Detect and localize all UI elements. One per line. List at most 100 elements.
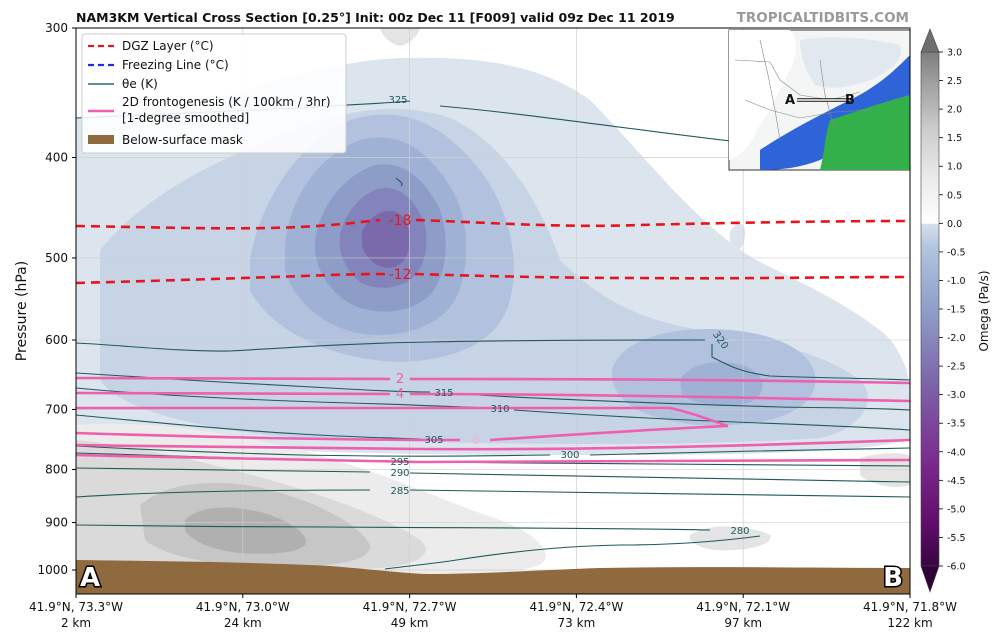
colorbar-tick-label: -5.5	[947, 533, 966, 544]
colorbar-tick-label: 1.5	[947, 133, 962, 144]
theta-e-280-line-lower	[384, 535, 761, 570]
legend-label-freezing: Freezing Line (°C)	[122, 58, 229, 72]
theta-e-label: 315	[434, 388, 453, 399]
fronto-label: 2	[396, 372, 404, 387]
theta-e-label: 280	[730, 526, 749, 537]
plot-area: 325 320 315 310 305 300 295 290 285 280 …	[75, 27, 911, 595]
chart-title: NAM3KM Vertical Cross Section [0.25°] In…	[76, 10, 675, 25]
colorbar-tick-label: 0.0	[947, 219, 962, 230]
omega-sink-3	[185, 507, 306, 554]
omega-sink-right	[860, 453, 910, 487]
inset-map-land	[729, 30, 796, 160]
inset-map-light-snow	[800, 37, 902, 88]
legend-label-frontogenesis: 2D frontogenesis (K / 100km / 3hr)	[122, 95, 331, 109]
inset-map-label-b: B	[845, 93, 855, 108]
inset-map-snow-band	[760, 55, 910, 170]
x-tick-coord: 41.9°N, 72.1°W	[696, 600, 790, 614]
endpoint-label-a: A	[80, 563, 100, 593]
legend-label-dgz: DGZ Layer (°C)	[122, 39, 214, 53]
theta-e-label: 295	[390, 457, 409, 468]
theta-e-325-line-right	[439, 105, 731, 142]
colorbar-tick-label: -0.5	[947, 247, 966, 258]
theta-e-label: 300	[560, 450, 579, 461]
fronto-4-line-lower	[76, 406, 729, 428]
colorbar-tick-label: 0.5	[947, 190, 962, 201]
y-tick-label: 400	[45, 151, 68, 165]
theta-e-315-line-right	[459, 393, 910, 411]
theta-e-label: 290	[390, 468, 409, 479]
colorbar-tick-label: -3.5	[947, 419, 966, 430]
fronto-label: 6	[472, 433, 480, 448]
fronto-4-line-upper	[76, 391, 910, 403]
legend-label-mask: Below-surface mask	[122, 133, 243, 147]
colorbar-tick-label: -3.0	[947, 390, 966, 401]
endpoint-label-b: B	[883, 563, 903, 593]
frontogenesis-contours	[76, 376, 910, 464]
colorbar-tick-label: -4.0	[947, 447, 966, 458]
colorbar-ramp	[920, 51, 940, 567]
y-tick-label: 300	[45, 21, 68, 35]
dgz-minus12-line	[75, 272, 911, 285]
dgz-minus18-line	[75, 218, 911, 230]
legend-label-theta-e: θe (K)	[122, 77, 158, 91]
dgz-label: -12	[389, 267, 412, 283]
omega-contour-6	[362, 210, 410, 268]
below-surface-mask	[76, 560, 910, 594]
y-tick-label: 1000	[37, 563, 68, 577]
y-axis-label: Pressure (hPa)	[14, 261, 30, 361]
omega-sink-lower-right	[689, 526, 771, 551]
omega-field	[76, 28, 910, 580]
inset-map: A B	[728, 29, 911, 171]
colorbar-tick-label: -1.0	[947, 276, 966, 287]
theta-e-305-line	[76, 414, 421, 440]
colorbar-tick-label: -4.5	[947, 476, 966, 487]
colorbar-tick-label: 1.0	[947, 162, 962, 173]
x-tick-distance: 24 km	[224, 616, 262, 630]
omega-contour-islet	[729, 223, 746, 252]
fronto-line-lower-2	[76, 453, 910, 464]
theta-e-320-line-right	[711, 344, 910, 381]
omega-contour-3b	[680, 362, 763, 406]
theta-e-285-line	[76, 489, 371, 498]
x-tick-distance: 49 km	[391, 616, 429, 630]
x-tick-coord: 41.9°N, 73.0°W	[196, 600, 290, 614]
theta-e-310-line-right	[513, 409, 910, 431]
x-tick-coord: 41.9°N, 72.7°W	[363, 600, 457, 614]
colorbar-label: Omega (Pa/s)	[977, 270, 991, 351]
colorbar-tick-label: 2.5	[947, 76, 962, 87]
colorbar-tick-label: -2.5	[947, 362, 966, 373]
theta-e-label: 310	[490, 404, 509, 415]
colorbar-tick-label: 3.0	[947, 48, 962, 59]
dgz-label: -18	[389, 213, 412, 229]
fronto-6-line	[76, 424, 729, 442]
frontogenesis-labels: 2 4 6	[396, 372, 480, 448]
y-tick-label: 500	[45, 251, 68, 265]
omega-sink-top	[380, 28, 420, 46]
y-tick-label: 800	[45, 463, 68, 477]
theta-e-290-line	[76, 467, 371, 473]
x-tick-coord: 41.9°N, 73.3°W	[29, 600, 123, 614]
inset-map-label-a: A	[785, 93, 795, 108]
colorbar-extend-top	[920, 28, 940, 53]
x-tick-coord: 41.9°N, 72.4°W	[529, 600, 623, 614]
dgz-labels: -18 -12	[389, 213, 412, 283]
colorbar-tick-label: 2.0	[947, 105, 962, 116]
theta-e-small-loop	[395, 177, 403, 187]
colorbar-extend-bottom	[920, 565, 940, 593]
x-tick-distance: 97 km	[724, 616, 762, 630]
colorbar-tick-label: -6.0	[947, 562, 966, 573]
fronto-line-lower-1	[76, 438, 910, 451]
y-axis: 300 400 500 600 700 800 900 1000	[37, 21, 76, 577]
colorbar: 3.0 2.5 2.0 1.5 1.0 0.5 0.0 -0.5 -1.0 -1.5 -2.0 -2.…	[920, 28, 991, 593]
legend-swatch-mask	[88, 135, 114, 144]
colorbar-tick-label: -1.5	[947, 305, 966, 316]
legend-label-frontogenesis-2: [1-degree smoothed]	[122, 111, 249, 125]
theta-e-label: 305	[424, 435, 443, 446]
x-axis: 41.9°N, 73.3°W 2 km 41.9°N, 73.0°W 24 km 41.…	[29, 594, 957, 630]
y-tick-label: 600	[45, 333, 68, 347]
colorbar-ticks: 3.0 2.5 2.0 1.5 1.0 0.5 0.0 -0.5 -1.0 -1.5 -2.0 -2.…	[939, 48, 966, 573]
x-tick-distance: 73 km	[558, 616, 596, 630]
colorbar-tick-label: -2.0	[947, 333, 966, 344]
fronto-label: 4	[396, 387, 404, 402]
